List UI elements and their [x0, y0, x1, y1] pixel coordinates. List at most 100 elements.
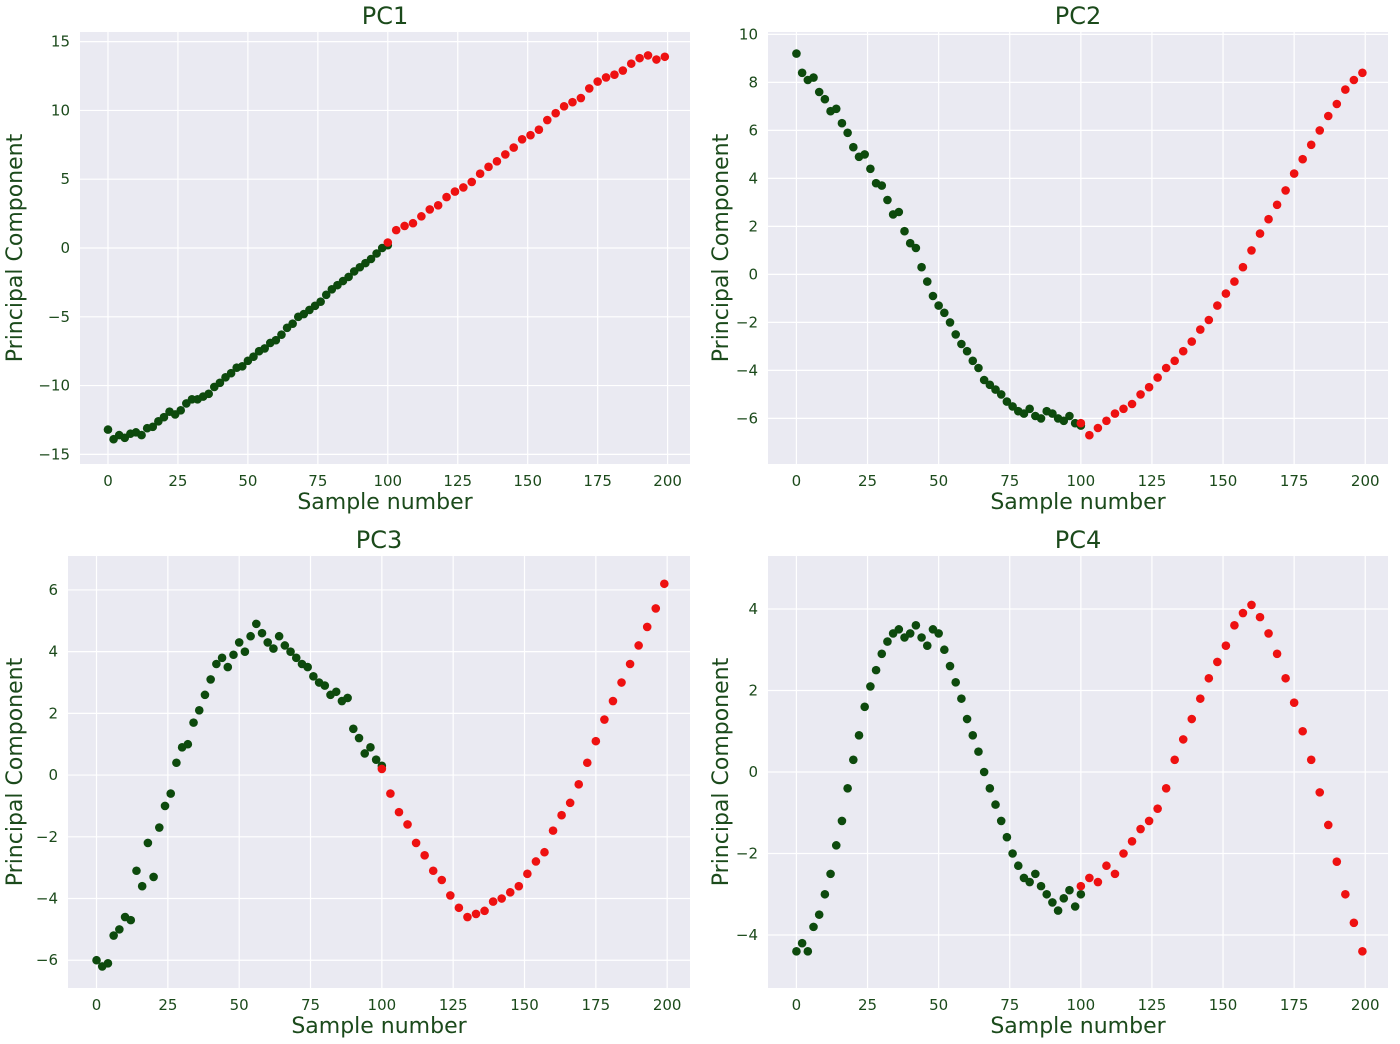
data-point	[386, 789, 395, 798]
data-point	[126, 915, 136, 925]
data-point	[1178, 346, 1188, 356]
data-point	[344, 272, 353, 282]
data-point	[991, 800, 1000, 809]
data-point	[584, 84, 594, 93]
data-point	[809, 922, 818, 932]
data-point	[1048, 409, 1057, 418]
data-point	[257, 628, 267, 638]
data-point	[1070, 902, 1080, 911]
data-point	[1195, 694, 1205, 703]
data-point	[1332, 857, 1342, 866]
x-tick-label: 200	[1351, 472, 1380, 490]
data-point	[149, 872, 158, 882]
data-point	[1323, 820, 1333, 830]
data-point	[488, 897, 498, 906]
data-point	[514, 881, 524, 891]
data-point	[480, 906, 489, 916]
data-point	[1213, 657, 1222, 667]
data-point	[1358, 68, 1367, 78]
x-tick-label: 25	[168, 472, 187, 490]
y-tick-label: 10	[51, 101, 70, 119]
data-point	[877, 181, 887, 190]
data-point	[206, 675, 215, 684]
data-point	[792, 49, 801, 58]
x-tick-label: 50	[238, 472, 257, 490]
data-point	[1093, 877, 1103, 887]
data-point	[820, 94, 830, 104]
data-point	[1187, 337, 1197, 346]
data-point	[894, 625, 904, 634]
data-point	[1053, 906, 1063, 915]
data-point	[985, 784, 995, 793]
data-point	[377, 764, 387, 774]
data-point	[263, 638, 273, 647]
data-point	[809, 73, 818, 82]
data-point	[1025, 877, 1034, 887]
data-point	[366, 743, 375, 752]
data-point	[608, 696, 618, 706]
data-point	[610, 70, 619, 79]
data-point	[1195, 325, 1205, 334]
data-point	[1289, 169, 1299, 178]
data-point	[1341, 85, 1350, 94]
data-point	[354, 733, 364, 743]
y-tick-label: 4	[748, 600, 758, 618]
y-tick-label: 6	[48, 581, 58, 599]
data-point	[1332, 99, 1342, 109]
data-point	[137, 430, 146, 440]
data-point	[940, 645, 949, 655]
data-point	[1019, 409, 1029, 418]
x-tick-label: 200	[653, 472, 682, 490]
data-point	[548, 826, 558, 835]
data-point	[234, 638, 244, 647]
data-point	[269, 644, 278, 653]
data-point	[803, 947, 813, 956]
data-point	[843, 784, 852, 793]
x-axis-label: Sample number	[990, 1014, 1166, 1039]
data-point	[1002, 397, 1012, 406]
data-point	[940, 308, 949, 318]
data-point	[417, 212, 426, 221]
data-point	[849, 755, 858, 765]
data-point	[559, 101, 569, 111]
data-point	[1306, 140, 1316, 150]
data-point	[274, 631, 284, 641]
data-point	[968, 731, 978, 740]
x-tick-label: 75	[1000, 472, 1019, 490]
data-point	[240, 647, 250, 656]
data-point	[831, 841, 841, 850]
y-axis-label: Principal Component	[3, 657, 28, 886]
data-point	[166, 789, 176, 798]
data-point	[383, 238, 393, 247]
data-point	[905, 629, 915, 638]
data-point	[601, 73, 611, 82]
data-point	[900, 226, 909, 236]
x-tick-label: 200	[653, 996, 682, 1014]
data-point	[996, 816, 1006, 826]
data-point	[1298, 154, 1307, 164]
data-point	[831, 104, 841, 114]
data-point	[277, 330, 286, 339]
data-point	[509, 143, 519, 152]
series-red	[1076, 600, 1367, 956]
data-point	[371, 755, 381, 764]
data-point	[1144, 816, 1154, 826]
data-point	[660, 579, 669, 589]
data-point	[1002, 832, 1012, 842]
x-tick-label: 75	[1000, 996, 1019, 1014]
data-point	[635, 53, 644, 63]
y-tick-label: 2	[748, 681, 758, 699]
data-point	[883, 195, 892, 205]
data-point	[837, 118, 847, 128]
chart-title: PC4	[1055, 526, 1102, 554]
data-point	[945, 318, 955, 327]
data-point	[565, 798, 575, 808]
data-point	[991, 385, 1000, 394]
data-point	[400, 221, 409, 231]
x-tick-label: 125	[1138, 472, 1167, 490]
data-point	[643, 51, 653, 60]
data-point	[303, 662, 312, 672]
data-point	[625, 659, 635, 669]
y-tick-label: 0	[748, 763, 758, 781]
x-tick-label: 100	[1067, 996, 1096, 1014]
